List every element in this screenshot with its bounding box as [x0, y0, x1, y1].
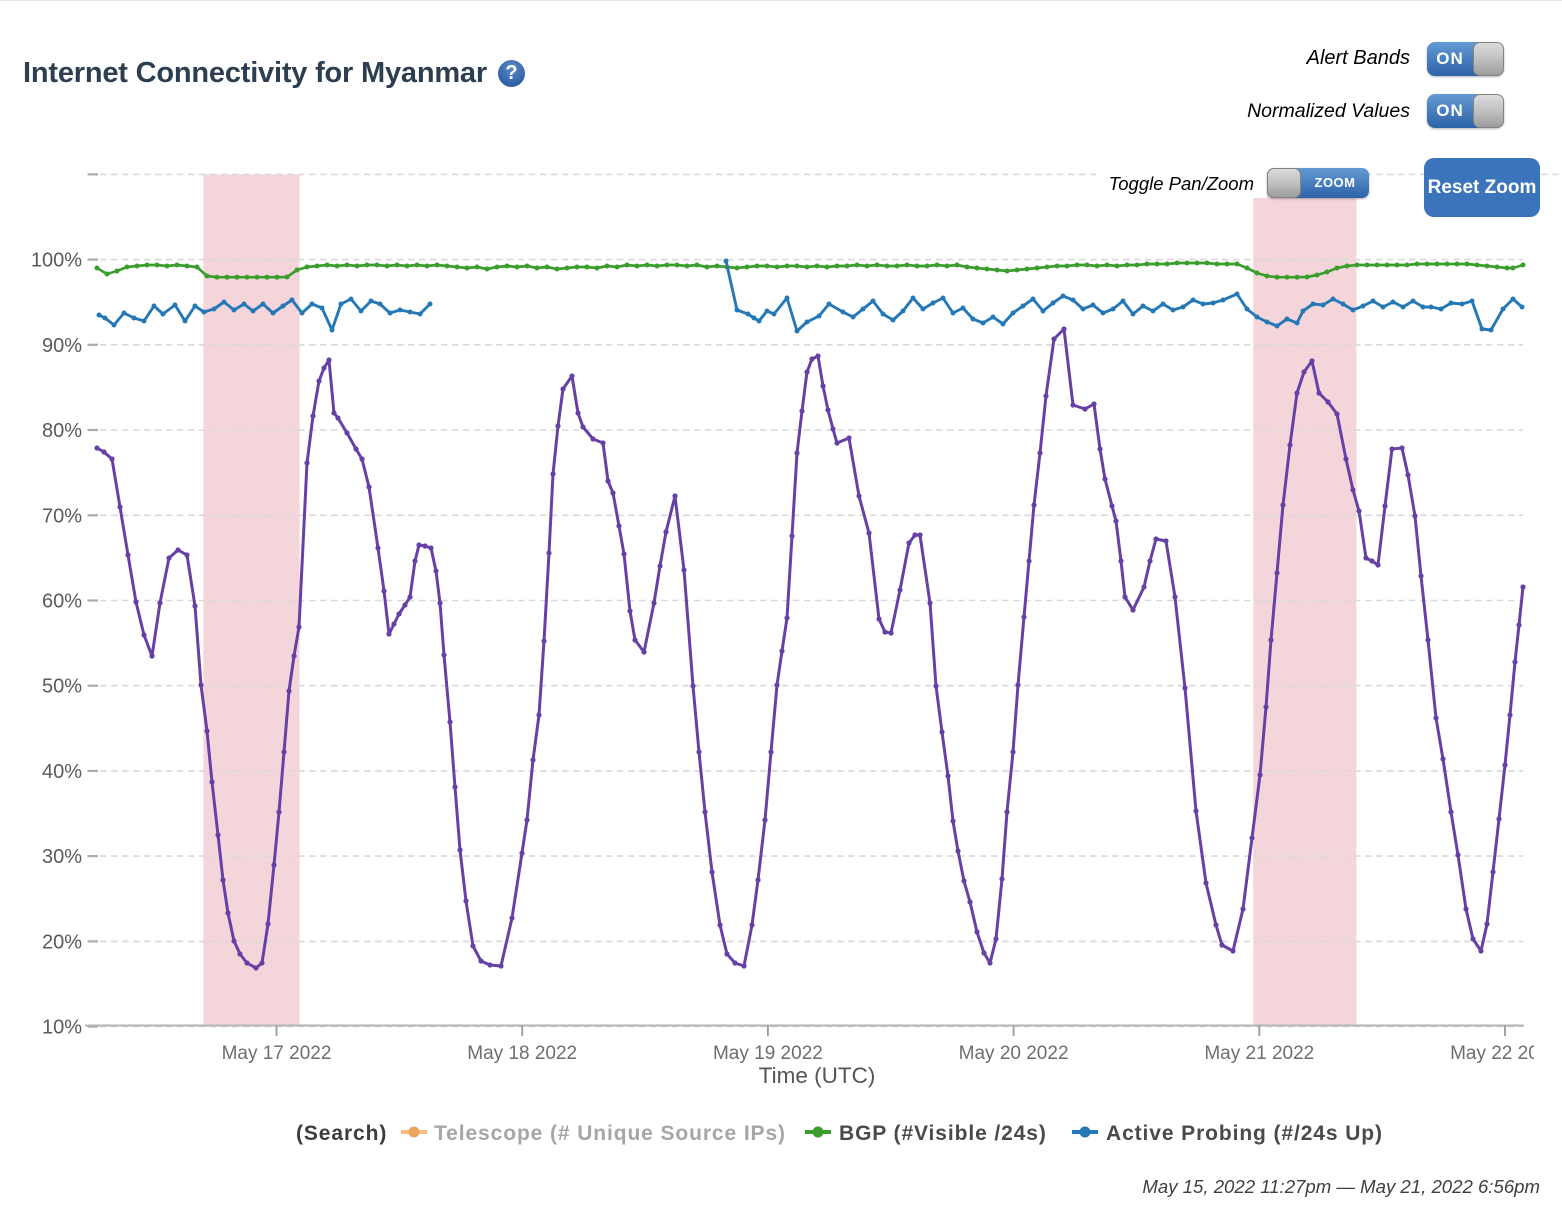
- svg-text:Telescope (# Unique Source IPs: Telescope (# Unique Source IPs): [434, 1122, 786, 1145]
- svg-text:May 18 2022: May 18 2022: [467, 1043, 577, 1064]
- svg-text:30%: 30%: [42, 846, 82, 868]
- svg-text:May 19 2022: May 19 2022: [713, 1043, 823, 1064]
- svg-text:May 20 2022: May 20 2022: [959, 1043, 1069, 1064]
- svg-text:70%: 70%: [42, 505, 82, 527]
- svg-text:May 21 2022: May 21 2022: [1204, 1043, 1314, 1064]
- svg-text:(Search): (Search): [296, 1122, 387, 1145]
- svg-text:60%: 60%: [42, 591, 82, 613]
- svg-text:May 22 2022: May 22 2022: [1450, 1043, 1560, 1064]
- svg-text:80%: 80%: [42, 420, 82, 442]
- svg-text:BGP (#Visible /24s): BGP (#Visible /24s): [839, 1122, 1047, 1145]
- svg-text:May 17 2022: May 17 2022: [222, 1043, 332, 1064]
- svg-text:10%: 10%: [42, 1017, 82, 1039]
- svg-text:40%: 40%: [42, 761, 82, 783]
- svg-text:May 15, 2022 11:27pm — May 21,: May 15, 2022 11:27pm — May 21, 2022 6:56…: [1142, 1176, 1540, 1197]
- svg-text:Time (UTC): Time (UTC): [759, 1063, 876, 1088]
- svg-text:Active Probing (#/24s Up): Active Probing (#/24s Up): [1106, 1122, 1383, 1145]
- svg-text:20%: 20%: [42, 931, 82, 953]
- svg-text:90%: 90%: [42, 335, 82, 357]
- svg-text:50%: 50%: [42, 676, 82, 698]
- svg-text:100%: 100%: [31, 250, 82, 272]
